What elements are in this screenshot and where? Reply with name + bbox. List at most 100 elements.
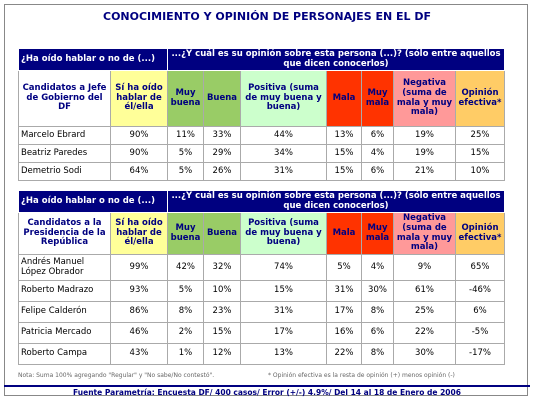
data-row: Andrés Manuel López Obrador 99% 42% 32% 74% 5… — [18, 254, 505, 281]
cell: 25% — [455, 126, 505, 145]
column-header: Mala — [326, 70, 362, 127]
cell: 15% — [203, 322, 241, 344]
column-header: Candidatos a Jefe de Gobierno del DF — [18, 70, 111, 127]
data-row: Patricia Mercado 46% 2% 15% 17% 16% 6% 22% -5% — [18, 322, 505, 344]
column-header: Buena — [203, 212, 241, 255]
header-left: ¿Ha oído hablar o no de (...) — [18, 48, 168, 71]
cell: 61% — [393, 280, 456, 302]
cell: 30% — [361, 280, 394, 302]
cell: 5% — [167, 280, 204, 302]
cell: 90% — [110, 144, 168, 163]
candidate-name: Beatriz Paredes — [18, 144, 111, 163]
column-header: Opinión efectiva* — [455, 70, 505, 127]
cell: 10% — [203, 280, 241, 302]
cell: 32% — [203, 254, 241, 281]
cell: 29% — [203, 144, 241, 163]
cell: 31% — [240, 162, 327, 181]
notes: Nota: Suma 100% agregando "Regular" y "N… — [18, 372, 504, 379]
column-header: Negativa (suma de mala y muy mala) — [393, 70, 456, 127]
cell: 5% — [167, 144, 204, 163]
data-row: Roberto Campa 43% 1% 12% 13% 22% 8% 30% -17% — [18, 343, 505, 365]
cell: 8% — [361, 343, 394, 365]
data-row: Roberto Madrazo 93% 5% 10% 15% 31% 30% 61% -46% — [18, 280, 505, 302]
cell: 99% — [110, 254, 168, 281]
column-header: Muy mala — [361, 70, 394, 127]
cell: 19% — [393, 144, 456, 163]
title: CONOCIMIENTO Y OPINIÓN DE PERSONAJES EN … — [103, 10, 431, 23]
cell: 86% — [110, 301, 168, 323]
candidate-name: Roberto Campa — [18, 343, 111, 365]
cell: 21% — [393, 162, 456, 181]
frame — [4, 4, 528, 396]
cell: 65% — [455, 254, 505, 281]
cell: 4% — [361, 144, 394, 163]
cell: -5% — [455, 322, 505, 344]
cell: 13% — [326, 126, 362, 145]
column-header: Mala — [326, 212, 362, 255]
cell: 13% — [240, 343, 327, 365]
cell: 8% — [167, 301, 204, 323]
cell: 15% — [455, 144, 505, 163]
cell: 17% — [326, 301, 362, 323]
candidate-name: Demetrio Sodi — [18, 162, 111, 181]
column-header: Candidatos a la Presidencia de la Repúbl… — [18, 212, 111, 255]
data-row: Demetrio Sodi 64% 5% 26% 31% 15% 6% 21% 10% — [18, 162, 505, 181]
column-header: Positiva (suma de muy buena y buena) — [240, 70, 327, 127]
column-header: Sí ha oído hablar de él/ella — [110, 70, 168, 127]
cell: 5% — [326, 254, 362, 281]
cell: 31% — [240, 301, 327, 323]
cell: 74% — [240, 254, 327, 281]
cell: 26% — [203, 162, 241, 181]
cell: 33% — [203, 126, 241, 145]
cell: 22% — [326, 343, 362, 365]
cell: 15% — [240, 280, 327, 302]
cell: 25% — [393, 301, 456, 323]
cell: 6% — [361, 322, 394, 344]
candidate-name: Patricia Mercado — [18, 322, 111, 344]
column-header: Muy mala — [361, 212, 394, 255]
cell: 5% — [167, 162, 204, 181]
column-header-row: Candidatos a la Presidencia de la Repúbl… — [18, 212, 505, 255]
data-row: Felipe Calderón 86% 8% 23% 31% 17% 8% 25% 6% — [18, 301, 505, 323]
cell: 2% — [167, 322, 204, 344]
column-header-row: Candidatos a Jefe de Gobierno del DF Sí h… — [18, 70, 505, 127]
cell: 9% — [393, 254, 456, 281]
column-header: Buena — [203, 70, 241, 127]
cell: 1% — [167, 343, 204, 365]
header-left: ¿Ha oído hablar o no de (...) — [18, 190, 168, 213]
cell: 31% — [326, 280, 362, 302]
header-right: ...¿Y cuál es su opinión sobre esta pers… — [167, 48, 505, 71]
cell: 30% — [393, 343, 456, 365]
header-row: ¿Ha oído hablar o no de (...) ...¿Y cuál … — [18, 190, 505, 213]
column-header: Opinión efectiva* — [455, 212, 505, 255]
cell: 22% — [393, 322, 456, 344]
cell: 6% — [455, 301, 505, 323]
column-header: Muy buena — [167, 70, 204, 127]
footer: Fuente Parametría: Encuesta DF/ 400 caso… — [4, 385, 530, 397]
cell: 17% — [240, 322, 327, 344]
column-header: Sí ha oído hablar de él/ella — [110, 212, 168, 255]
cell: 10% — [455, 162, 505, 181]
cell: 19% — [393, 126, 456, 145]
cell: 44% — [240, 126, 327, 145]
opinion-table: ¿Ha oído hablar o no de (...) ...¿Y cuál … — [18, 48, 505, 181]
candidate-name: Andrés Manuel López Obrador — [18, 254, 111, 281]
cell: 46% — [110, 322, 168, 344]
cell: 42% — [167, 254, 204, 281]
cell: 43% — [110, 343, 168, 365]
cell: 64% — [110, 162, 168, 181]
cell: 90% — [110, 126, 168, 145]
cell: 15% — [326, 162, 362, 181]
cell: -46% — [455, 280, 505, 302]
cell: 6% — [361, 162, 394, 181]
opinion-table: ¿Ha oído hablar o no de (...) ...¿Y cuál … — [18, 190, 505, 365]
cell: 12% — [203, 343, 241, 365]
cell: 6% — [361, 126, 394, 145]
cell: 16% — [326, 322, 362, 344]
cell: 93% — [110, 280, 168, 302]
cell: 8% — [361, 301, 394, 323]
header-row: ¿Ha oído hablar o no de (...) ...¿Y cuál … — [18, 48, 505, 71]
data-row: Marcelo Ebrard 90% 11% 33% 44% 13% 6% 19% 25% — [18, 126, 505, 145]
note: Nota: Suma 100% agregando "Regular" y "N… — [18, 372, 215, 379]
